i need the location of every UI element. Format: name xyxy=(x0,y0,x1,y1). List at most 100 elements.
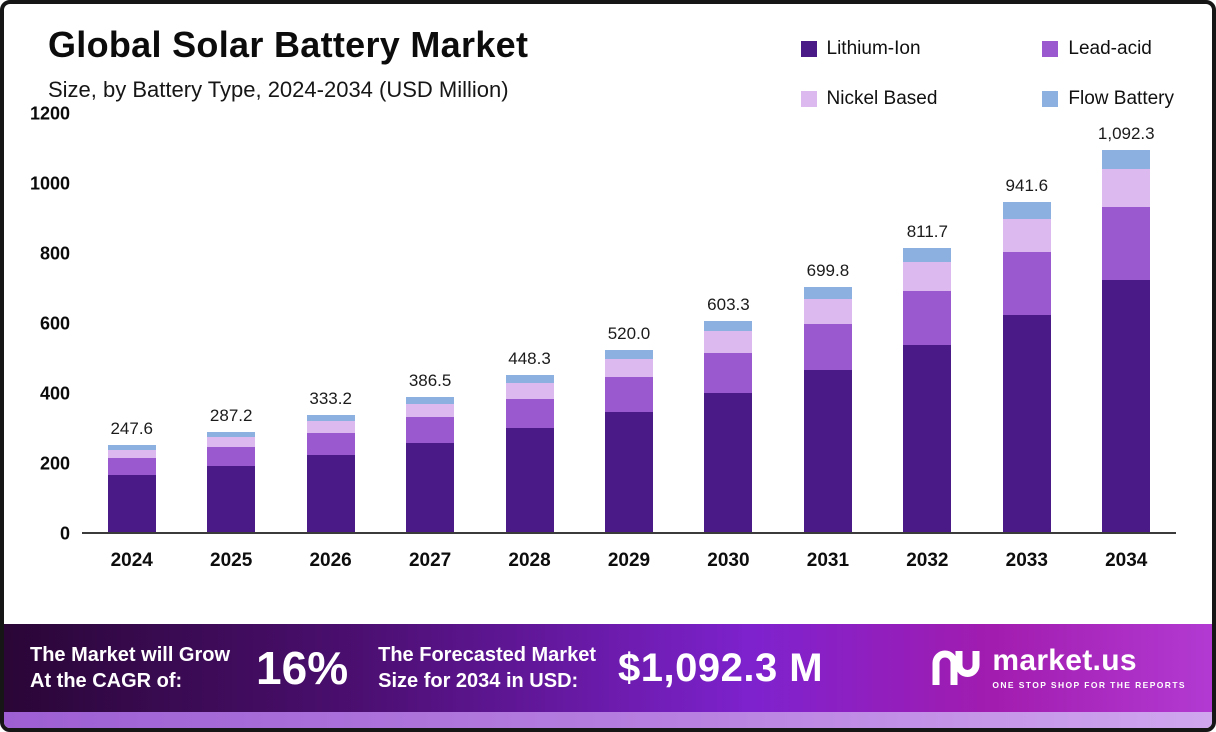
bar-stack xyxy=(505,375,554,532)
bar-group-2030: 603.3 xyxy=(679,114,778,532)
bar-segment-flow-battery xyxy=(207,431,256,437)
bar-segment-nickel-based xyxy=(1102,168,1151,208)
brand-tagline: ONE STOP SHOP FOR THE REPORTS xyxy=(992,680,1186,690)
bar-value-label: 247.6 xyxy=(110,419,153,439)
legend-label: Lithium-Ion xyxy=(826,38,921,59)
bar-segment-lithium-ion xyxy=(107,474,156,532)
bar-stack xyxy=(1002,202,1051,532)
legend-label: Lead-acid xyxy=(1068,38,1152,59)
legend-item-flow-battery: Flow Battery xyxy=(1042,88,1174,110)
bar-group-2025: 287.2 xyxy=(181,114,280,532)
bar-segment-nickel-based xyxy=(604,359,653,378)
x-axis-label-2033: 2033 xyxy=(1005,550,1048,571)
y-axis: 0 200 400 600 800 1000 1200 xyxy=(18,104,82,544)
bar-segment-lithium-ion xyxy=(803,370,852,532)
bar-segment-lithium-ion xyxy=(1102,279,1151,532)
bar-segment-flow-battery xyxy=(803,287,852,300)
legend-swatch-lead-acid xyxy=(1042,41,1059,57)
bar-stack xyxy=(704,320,753,532)
bar-stack xyxy=(1102,149,1151,532)
bar-segment-nickel-based xyxy=(505,382,554,399)
x-axis-label-2024: 2024 xyxy=(110,550,153,571)
cagr-caption-line1: The Market will Grow xyxy=(30,644,231,666)
bar-value-label: 386.5 xyxy=(408,370,452,390)
legend-swatch-flow-battery xyxy=(1042,91,1059,107)
x-axis-label-2030: 2030 xyxy=(707,550,750,571)
bar-segment-flow-battery xyxy=(903,247,952,263)
y-tick-label: 0 xyxy=(59,523,70,544)
bar-segment-nickel-based xyxy=(903,262,952,291)
bar-segment-nickel-based xyxy=(107,449,156,459)
bar-segment-lithium-ion xyxy=(604,411,653,532)
y-tick-label: 1200 xyxy=(29,103,70,124)
x-axis-label-2029: 2029 xyxy=(607,550,651,571)
bar-segment-nickel-based xyxy=(1002,218,1051,252)
legend-swatch-lithium-ion xyxy=(800,41,817,57)
cagr-caption-line2: At the CAGR of: xyxy=(30,670,183,692)
bar-segment-lead-acid xyxy=(604,377,653,412)
bar-segment-lead-acid xyxy=(803,323,852,371)
bar-value-label: 699.8 xyxy=(806,261,850,281)
brand-name: market.us xyxy=(992,644,1137,677)
bar-group-2032: 811.7 xyxy=(878,114,977,532)
bar-value-label: 941.6 xyxy=(1005,176,1049,196)
bar-segment-nickel-based xyxy=(306,421,355,433)
chart: 0 200 400 600 800 1000 1200 247.6 287.2 333.2 386… xyxy=(4,104,1212,624)
y-tick-label: 400 xyxy=(39,383,70,404)
bar-segment-flow-battery xyxy=(1102,149,1151,169)
bar-stack xyxy=(107,445,156,532)
bar-segment-nickel-based xyxy=(803,299,852,324)
bar-segment-flow-battery xyxy=(1002,202,1051,219)
subtitle: Size, by Battery Type, 2024-2034 (USD Mi… xyxy=(48,77,509,102)
x-axis: 2024 2025 2026 2027 2028 2029 2030 2031 2032 2033… xyxy=(82,534,1176,572)
x-axis-label-2026: 2026 xyxy=(309,550,352,571)
bar-segment-lithium-ion xyxy=(406,442,455,532)
forecast-caption-line1: The Forecasted Market xyxy=(378,644,596,666)
footer-banner: The Market will Grow At the CAGR of: 16%… xyxy=(4,624,1212,712)
bar-segment-nickel-based xyxy=(704,331,753,353)
market-us-logo-icon xyxy=(930,645,982,692)
bar-segment-lithium-ion xyxy=(1002,314,1051,532)
banner-bottom-strip xyxy=(4,712,1212,728)
legend-label: Nickel Based xyxy=(826,88,938,109)
title-block: Global Solar Battery Market Size, by Bat… xyxy=(48,24,528,103)
bar-group-2024: 247.6 xyxy=(82,114,181,532)
legend-swatch-nickel-based xyxy=(800,91,817,107)
bar-stack xyxy=(207,431,256,532)
plot-area: 247.6 287.2 333.2 386.5 448.3 520.0 603.3 699.8… xyxy=(82,114,1176,534)
bar-segment-lithium-ion xyxy=(306,455,355,532)
bar-group-2027: 386.5 xyxy=(380,114,479,532)
header: Global Solar Battery Market Size, by Bat… xyxy=(4,4,1212,110)
bar-group-2034: 1,092.3 xyxy=(1077,114,1176,532)
bar-stack xyxy=(903,247,952,532)
brand-logo: market.us ONE STOP SHOP FOR THE REPORTS xyxy=(930,645,1186,692)
bar-stack xyxy=(306,415,355,532)
bar-segment-lead-acid xyxy=(107,458,156,475)
legend-label: Flow Battery xyxy=(1068,88,1174,109)
legend-item-nickel-based: Nickel Based xyxy=(800,88,938,110)
bar-segment-flow-battery xyxy=(406,396,455,404)
bar-segment-flow-battery xyxy=(306,415,355,422)
legend-item-lithium-ion: Lithium-Ion xyxy=(800,38,938,60)
x-axis-label-2025: 2025 xyxy=(210,550,253,571)
cagr-caption: The Market will Grow At the CAGR of: xyxy=(30,642,230,694)
bar-group-2028: 448.3 xyxy=(480,114,579,532)
bar-value-label: 1,092.3 xyxy=(1097,123,1155,143)
bar-segment-lead-acid xyxy=(406,417,455,443)
forecast-value: $1,092.3 M xyxy=(617,645,824,690)
legend: Lithium-Ion Lead-acid Nickel Based Flow Bat… xyxy=(800,24,1174,110)
bar-segment-lithium-ion xyxy=(704,392,753,532)
bar-segment-lithium-ion xyxy=(903,344,952,532)
y-tick-label: 200 xyxy=(39,453,70,474)
bar-group-2026: 333.2 xyxy=(281,114,380,532)
bar-value-label: 333.2 xyxy=(309,389,352,409)
bar-segment-lead-acid xyxy=(207,446,256,466)
chart-main: 0 200 400 600 800 1000 1200 247.6 287.2 333.2 386… xyxy=(18,104,1176,544)
bar-value-label: 811.7 xyxy=(906,221,948,241)
bar-stack xyxy=(803,287,852,532)
x-axis-label-2034: 2034 xyxy=(1105,550,1148,571)
forecast-caption-line2: Size for 2034 in USD: xyxy=(378,670,579,692)
x-axis-label-2032: 2032 xyxy=(906,550,949,571)
bar-segment-lithium-ion xyxy=(207,465,256,532)
